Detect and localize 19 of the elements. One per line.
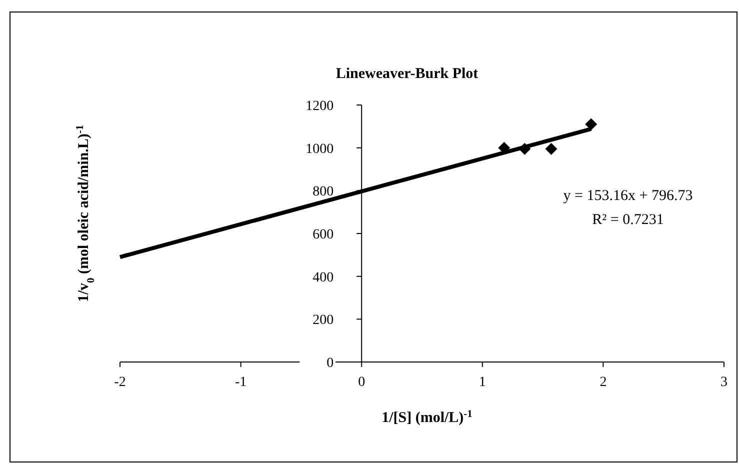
x-tick-label: -1 bbox=[234, 375, 247, 390]
y-tick-label: 200 bbox=[312, 313, 334, 328]
x-tick-label: -2 bbox=[114, 375, 126, 390]
y-tick-label: 800 bbox=[312, 184, 334, 200]
y-tick-label: 1000 bbox=[306, 142, 334, 157]
x-tick-label: 0 bbox=[358, 375, 366, 390]
y-tick-label: 1200 bbox=[306, 99, 334, 114]
y-tick-label: 600 bbox=[312, 228, 334, 242]
x-tick-label: 1 bbox=[478, 375, 486, 390]
x-tick-label: 2 bbox=[600, 375, 607, 390]
x-tick-label: 3 bbox=[720, 375, 728, 390]
point bbox=[545, 142, 558, 155]
x-axis-title: 1/[S] (mol/L)$^{-1}$ bbox=[382, 408, 472, 426]
annotation: y = 153.16x + 796.73 bbox=[563, 188, 693, 204]
y-tick-label: 0 bbox=[326, 356, 334, 371]
y-tick-label: 400 bbox=[312, 270, 334, 286]
annotation: R² = 0.7231 bbox=[592, 212, 664, 228]
point bbox=[585, 118, 598, 130]
chart-title: Lineweaver-Burk Plot bbox=[336, 66, 478, 82]
